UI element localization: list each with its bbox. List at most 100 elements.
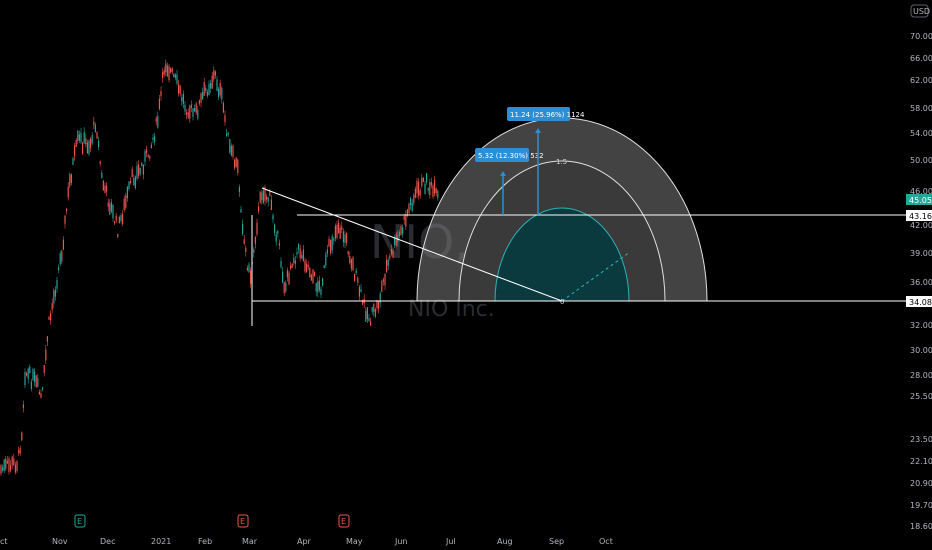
- candle: [283, 281, 285, 297]
- trend-line[interactable]: [261, 187, 563, 302]
- candle: [229, 138, 231, 155]
- candle: [35, 375, 37, 388]
- line-price-value-upper: 43.16: [909, 212, 932, 221]
- candle: [253, 246, 255, 258]
- candle: [170, 67, 172, 74]
- candle: [18, 446, 20, 456]
- candle: [8, 456, 10, 475]
- candle: [286, 267, 288, 282]
- candle: [208, 80, 210, 96]
- candle: [138, 160, 140, 179]
- candle: [392, 248, 394, 259]
- earnings-marker[interactable]: E: [338, 514, 350, 528]
- candle: [230, 143, 232, 157]
- earnings-marker[interactable]: E: [74, 514, 86, 528]
- candle: [96, 131, 98, 139]
- time-tick-label: Oct: [599, 537, 613, 546]
- candle: [238, 184, 240, 198]
- fib-arcs-drawing[interactable]: 1.5 0: [416, 117, 708, 306]
- time-tick-label: Jul: [445, 537, 456, 546]
- candle: [42, 386, 44, 392]
- candle: [411, 199, 413, 213]
- candle: [355, 267, 357, 275]
- candle: [155, 115, 157, 126]
- price-tick-label: 42.00: [910, 221, 932, 230]
- earnings-marker[interactable]: E: [237, 514, 249, 528]
- candle: [146, 145, 148, 158]
- candle: [40, 389, 42, 399]
- candle: [294, 256, 296, 269]
- candle: [45, 344, 47, 365]
- candle: [379, 291, 381, 308]
- candle: [419, 187, 421, 199]
- candle: [30, 378, 32, 392]
- candle: [326, 244, 328, 257]
- candle: [435, 187, 437, 197]
- candle: [14, 461, 16, 475]
- candle: [179, 84, 181, 97]
- candle: [406, 208, 408, 218]
- candle: [102, 180, 104, 191]
- candle: [107, 198, 109, 212]
- candle: [69, 172, 71, 189]
- candle: [250, 267, 252, 288]
- candle: [290, 261, 292, 271]
- candle: [274, 223, 276, 236]
- candle: [56, 276, 58, 293]
- time-tick-label: Nov: [52, 537, 68, 546]
- candle: [352, 255, 354, 271]
- candle: [349, 251, 351, 265]
- candle: [333, 236, 335, 245]
- candle: [232, 144, 234, 160]
- candle: [64, 215, 66, 229]
- candle: [259, 191, 261, 204]
- price-axis[interactable]: 70.00 66.00 62.00 58.00 54.00 50.00 46.00 42.00…: [910, 32, 932, 531]
- candle: [152, 133, 154, 144]
- time-tick-label: 2021: [151, 537, 171, 546]
- candle: [29, 364, 31, 374]
- candle: [174, 73, 176, 81]
- candle: [147, 153, 149, 159]
- line-price-label-lower: 34.08: [906, 296, 932, 307]
- earnings-marker-label: E: [240, 517, 245, 526]
- candle: [357, 276, 359, 286]
- candle: [150, 142, 152, 149]
- candle: [70, 173, 72, 186]
- candle: [54, 286, 56, 301]
- candle: [22, 400, 24, 413]
- candle: [235, 157, 237, 168]
- candle: [104, 182, 106, 194]
- candle: [266, 193, 268, 204]
- candle: [82, 141, 84, 156]
- currency-badge[interactable]: USD: [910, 4, 930, 18]
- candle: [323, 264, 325, 269]
- candle: [293, 253, 295, 266]
- time-axis[interactable]: ct Nov Dec 2021 Feb Mar Apr May Jun Jul Aug Sep Oct: [0, 537, 613, 546]
- price-tick-label: 25.50: [910, 392, 932, 401]
- candle: [62, 236, 64, 251]
- candle: [91, 132, 93, 146]
- time-tick-label: Aug: [497, 537, 513, 546]
- candle: [382, 277, 384, 286]
- candle: [267, 196, 269, 207]
- candle: [310, 273, 312, 282]
- time-tick-label: ct: [0, 537, 8, 546]
- candle: [205, 84, 207, 94]
- candle: [75, 138, 77, 148]
- candle: [437, 189, 439, 201]
- candle: [331, 234, 333, 254]
- line-price-label-upper: 43.16: [906, 210, 932, 221]
- candle: [134, 175, 136, 190]
- price-tick-label: 58.00: [910, 104, 932, 113]
- candle: [61, 249, 63, 265]
- measure-tool-outer[interactable]: 11.24 (25.96%) 1124: [507, 107, 585, 215]
- candle: [10, 460, 12, 473]
- measure-tool-inner[interactable]: 5.32 (12.30%) 532: [475, 148, 544, 215]
- line-price-value-lower: 34.08: [909, 298, 932, 307]
- candle: [78, 130, 80, 144]
- candle: [114, 220, 116, 225]
- candle: [245, 245, 247, 257]
- candle: [366, 306, 368, 323]
